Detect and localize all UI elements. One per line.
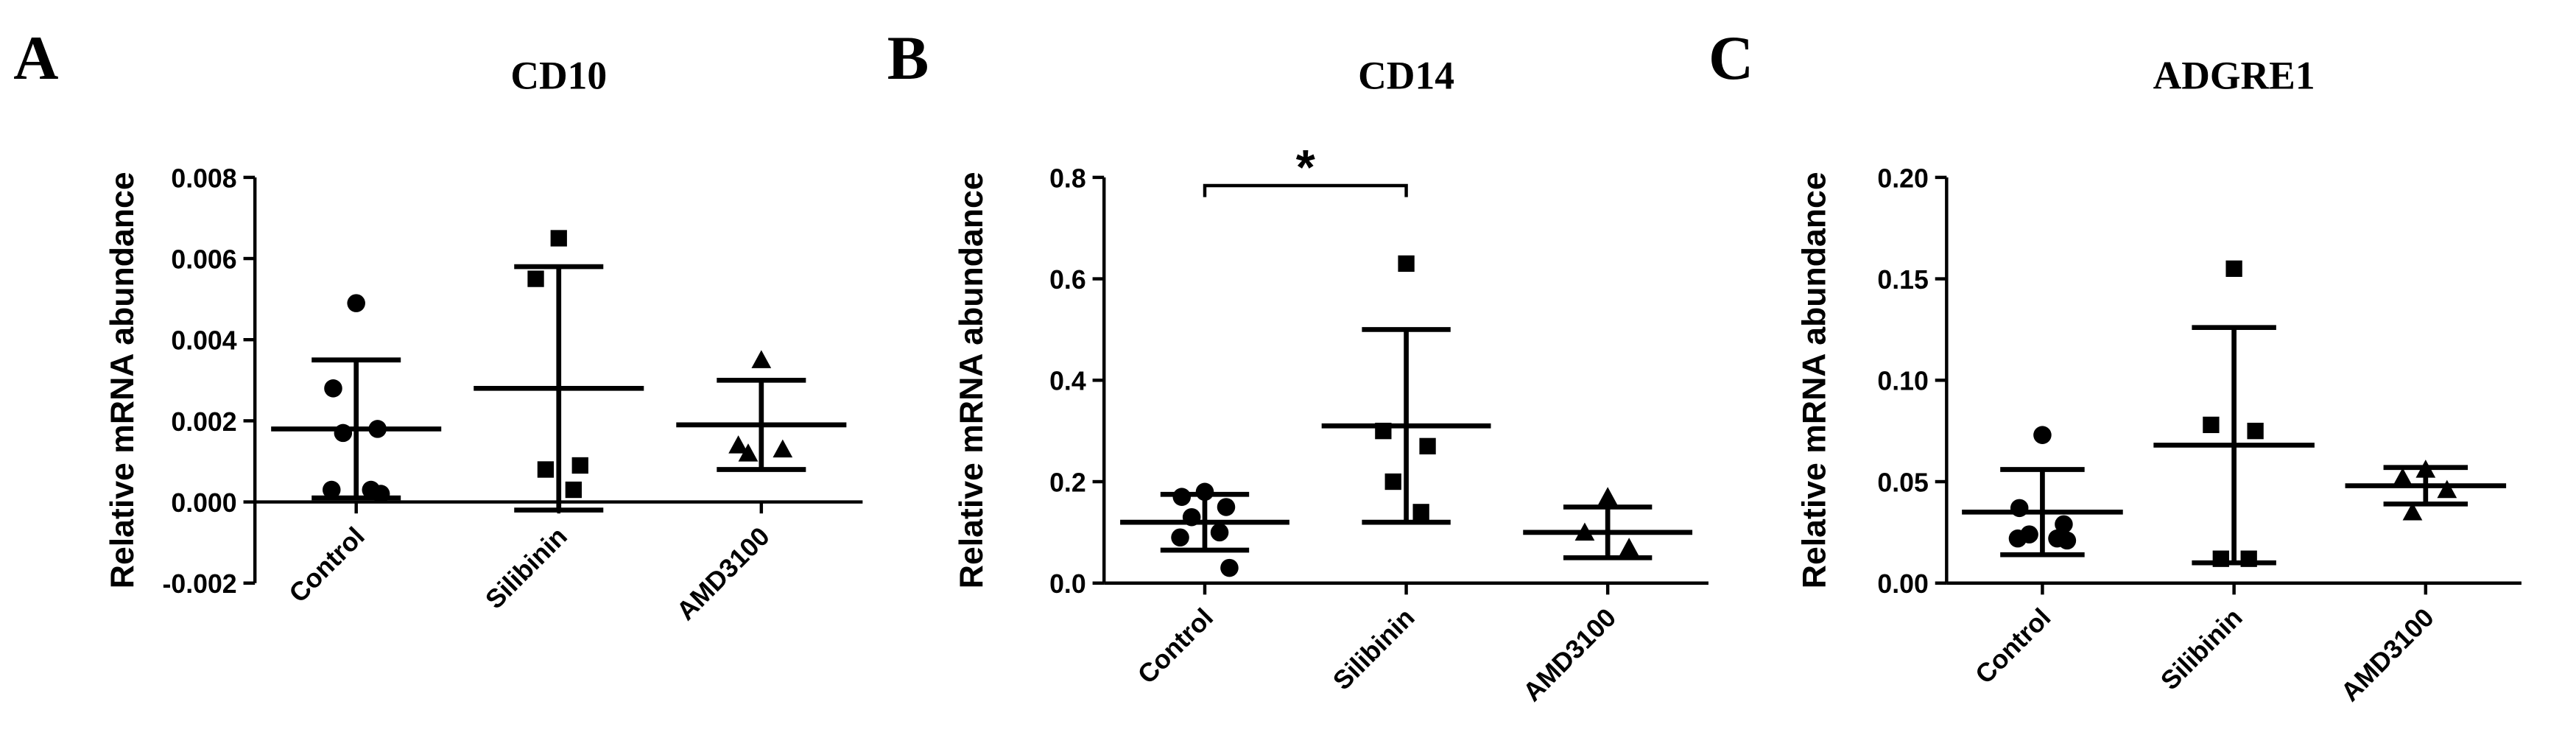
data-point <box>2393 468 2413 486</box>
data-point <box>1210 523 1229 542</box>
data-point <box>2240 550 2257 567</box>
y-tick-label: 0.008 <box>171 163 236 193</box>
y-axis-label: Relative mRNA abundance <box>1796 172 1832 588</box>
x-tick-label: AMD3100 <box>1517 602 1622 707</box>
y-axis-label: Relative mRNA abundance <box>105 172 141 588</box>
data-point <box>2010 499 2029 518</box>
data-point <box>1182 507 1201 527</box>
data-point <box>324 379 342 398</box>
data-point <box>550 230 567 247</box>
data-point <box>2055 515 2073 534</box>
data-point <box>347 294 365 312</box>
y-tick-label: 0.2 <box>1049 468 1086 497</box>
y-axis-label: Relative mRNA abundance <box>954 172 990 588</box>
data-point <box>1419 437 1436 454</box>
x-tick-label: Silibinin <box>2155 602 2248 695</box>
data-point <box>537 461 555 478</box>
data-point <box>1172 488 1192 506</box>
data-point <box>2247 423 2264 440</box>
data-point <box>322 480 341 499</box>
y-tick-label: 0.05 <box>1877 468 1928 497</box>
x-tick-label: Control <box>284 521 370 608</box>
y-tick-label: 0.4 <box>1049 367 1086 396</box>
significance-label: * <box>1296 140 1315 195</box>
x-tick-label: Silibinin <box>479 521 572 614</box>
y-tick-label: 0.20 <box>1877 163 1928 193</box>
y-tick-label: 0.8 <box>1049 163 1086 193</box>
y-tick-label: 0.6 <box>1049 265 1086 295</box>
x-tick-label: AMD3100 <box>2335 602 2440 707</box>
data-point <box>2033 426 2052 444</box>
data-point <box>368 420 387 438</box>
data-point <box>1217 498 1236 516</box>
data-point <box>2225 260 2242 277</box>
data-point <box>527 270 544 287</box>
x-tick-label: Control <box>1970 602 2057 689</box>
y-tick-label: 0.15 <box>1877 265 1928 295</box>
data-point <box>2203 416 2220 434</box>
data-point <box>371 485 390 503</box>
data-point <box>738 443 759 462</box>
y-tick-label: 0.10 <box>1877 367 1928 396</box>
y-tick-label: 0.0 <box>1049 569 1086 599</box>
panel-label: B <box>887 24 929 93</box>
data-point <box>2415 460 2436 478</box>
data-point <box>1619 538 1639 556</box>
x-tick-label: Silibinin <box>1327 602 1420 695</box>
data-point <box>2008 529 2027 548</box>
data-point <box>1412 504 1429 521</box>
panel-label: A <box>13 24 58 93</box>
data-point <box>728 435 748 454</box>
significance-bracket <box>1203 183 1408 197</box>
data-point <box>1171 528 1189 547</box>
panel-label: C <box>1708 24 1753 93</box>
data-point <box>1597 487 1618 505</box>
y-tick-label: 0.004 <box>171 326 236 356</box>
data-point <box>2058 531 2077 550</box>
y-tick-label: 0.002 <box>171 407 236 437</box>
data-point <box>334 423 353 443</box>
x-tick-label: AMD3100 <box>671 521 775 626</box>
y-tick-label: 0.00 <box>1877 569 1928 599</box>
y-tick-label: 0.006 <box>171 245 236 274</box>
data-point <box>1220 558 1239 577</box>
data-point <box>1384 473 1401 490</box>
data-point <box>2402 502 2423 521</box>
data-point <box>571 457 588 474</box>
data-point <box>565 481 582 499</box>
chart-title: CD14 <box>1358 53 1454 97</box>
data-point <box>1398 255 1415 272</box>
y-tick-label: -0.002 <box>162 569 236 599</box>
chart-title: ADGRE1 <box>2153 53 2315 97</box>
x-tick-label: Control <box>1132 602 1219 689</box>
data-point <box>773 439 793 458</box>
data-point <box>2212 550 2229 567</box>
data-point <box>2437 479 2457 499</box>
data-point <box>1375 423 1392 440</box>
data-point <box>1574 522 1595 541</box>
y-tick-label: 0.000 <box>171 488 236 518</box>
data-point <box>751 350 772 368</box>
data-point <box>1195 482 1214 502</box>
chart-title: CD10 <box>510 53 607 97</box>
